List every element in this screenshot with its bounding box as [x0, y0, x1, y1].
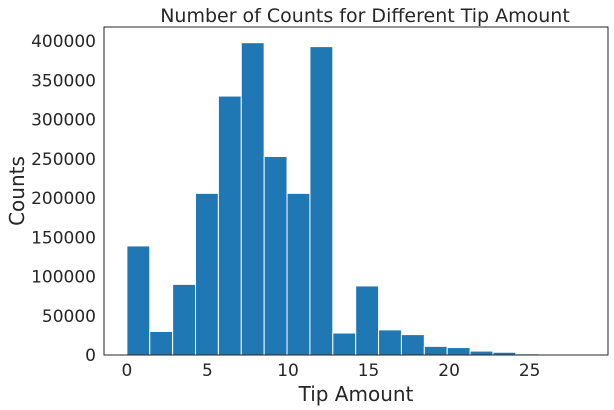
y-tick-label: 0	[85, 346, 96, 366]
x-tick-label: 0	[121, 361, 132, 381]
plot-frame	[103, 26, 609, 356]
bars-group	[126, 42, 585, 356]
y-axis-ticks: 0 50000 100000 150000 200000 250000 300000 3500…	[31, 32, 96, 366]
histogram-bar	[217, 95, 242, 356]
y-tick-label: 150000	[31, 228, 96, 248]
y-tick-label: 200000	[31, 189, 96, 209]
histogram-bar	[286, 192, 311, 356]
x-axis-label: Tip Amount	[298, 382, 414, 406]
x-tick-label: 15	[358, 361, 380, 381]
x-tick-label: 10	[277, 361, 299, 381]
y-axis-label: Counts	[5, 156, 29, 226]
y-tick-label: 50000	[42, 307, 96, 327]
histogram-bar	[240, 42, 265, 356]
x-axis-ticks: 0 5 10 15 20 25	[121, 361, 540, 381]
x-tick-label: 5	[202, 361, 213, 381]
histogram-bar	[446, 347, 471, 356]
x-tick-label: 20	[438, 361, 460, 381]
histogram-bar	[149, 330, 174, 356]
histogram-bar	[469, 350, 494, 356]
histogram-bar	[378, 329, 402, 356]
histogram-bar	[332, 332, 357, 356]
y-tick-label: 100000	[31, 268, 96, 288]
histogram-bar	[263, 155, 288, 356]
histogram-bar	[309, 46, 334, 356]
histogram-bar	[400, 334, 425, 356]
y-tick-label: 300000	[31, 111, 96, 131]
histogram-bar	[126, 245, 151, 356]
y-tick-label: 350000	[31, 71, 96, 91]
chart-title: Number of Counts for Different Tip Amoun…	[160, 5, 570, 27]
histogram-bar	[172, 283, 197, 356]
y-tick-label: 250000	[31, 150, 96, 170]
histogram-bar	[423, 345, 448, 356]
histogram-bar	[355, 285, 380, 356]
y-tick-label: 400000	[31, 32, 96, 52]
x-tick-label: 25	[519, 361, 541, 381]
histogram-bar	[195, 192, 219, 356]
